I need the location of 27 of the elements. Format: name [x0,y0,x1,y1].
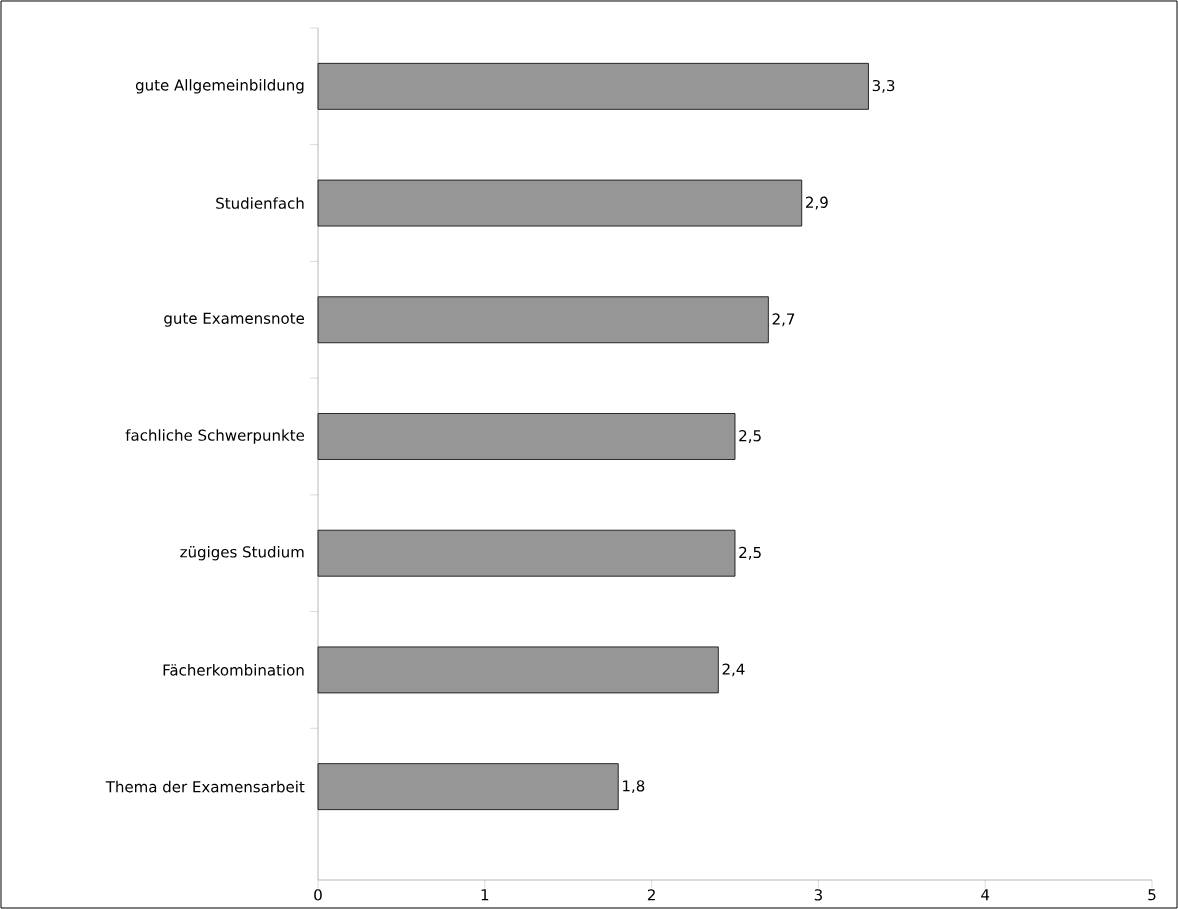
data-label: 3,3 [872,79,895,93]
data-label: 2,7 [772,313,795,327]
bar [317,763,619,811]
y-tick-label: gute Examensnote [164,312,305,327]
x-tick-label: 1 [481,889,489,901]
y-tick-label: Thema der Examensarbeit [105,780,305,793]
bar [317,62,869,110]
y-tick-label: Studienfach [216,197,304,209]
y-tick-label: zügiges Studium [180,545,304,561]
bar [317,529,736,577]
bar [317,296,769,344]
bar [317,413,736,460]
data-label: 2,9 [806,196,828,210]
data-label: 1,8 [623,780,645,794]
x-tick-label: 2 [647,889,655,901]
x-tick-label: 0 [314,889,322,901]
x-tick-label: 4 [981,889,990,901]
data-label: 2,5 [739,430,761,443]
y-tick-label: gute Allgemeinbildung [135,79,304,94]
bar [317,179,803,227]
data-label: 2,5 [739,546,761,560]
x-tick-label: 3 [814,889,822,901]
y-tick-label: fachliche Schwerpunkte [125,429,305,444]
data-label: 2,4 [722,663,745,677]
bar [317,646,719,694]
y-tick-label: Fächerkombination [163,664,304,676]
x-tick-label: 5 [1148,889,1156,901]
